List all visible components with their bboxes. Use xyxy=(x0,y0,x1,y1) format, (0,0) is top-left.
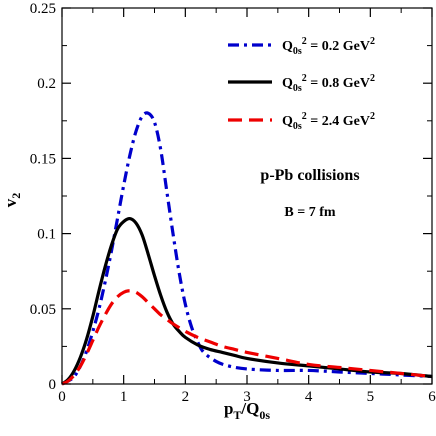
tick-labels-layer: 0 1 2 3 4 5 6 0 0.05 0.1 0.15 0.2 0.25 xyxy=(30,1,436,405)
x-tick-label: 1 xyxy=(120,389,128,405)
y-tick-label: 0.2 xyxy=(37,76,56,92)
y-tick-label: 0.05 xyxy=(30,302,56,318)
series-line-3 xyxy=(61,289,433,386)
ticks-layer xyxy=(61,7,433,385)
x-axis-label-sub1: T xyxy=(233,408,241,422)
series-line-2 xyxy=(61,216,433,386)
legend-label-2: Q0s2 = 0.8 GeV2 xyxy=(282,73,375,94)
x-tick-label: 2 xyxy=(182,389,190,405)
x-axis-label: pT/Q0s xyxy=(224,399,270,422)
y-axis-label-base: v xyxy=(1,198,20,207)
x-axis-label-mid: /Q xyxy=(240,399,259,418)
x-tick-label: 4 xyxy=(305,389,313,405)
series-layer xyxy=(61,111,433,386)
x-tick-label: 6 xyxy=(428,389,436,405)
y-axis-label-sub: 2 xyxy=(9,193,23,199)
series-line-1 xyxy=(61,111,433,386)
annotation-impact-parameter: B = 7 fm xyxy=(284,205,335,220)
legend-label-3: Q0s2 = 2.4 GeV2 xyxy=(282,111,375,132)
legend: Q0s2 = 0.2 GeV2 Q0s2 = 0.8 GeV2 Q0s2 = 2.4… xyxy=(228,36,375,132)
x-tick-label: 5 xyxy=(367,389,375,405)
annotation-collisions: p-Pb collisions xyxy=(260,167,359,184)
svg-text:v2: v2 xyxy=(1,193,23,208)
x-tick-label: 3 xyxy=(243,389,251,405)
legend-label-1: Q0s2 = 0.2 GeV2 xyxy=(282,36,375,57)
x-tick-label: 0 xyxy=(58,389,66,405)
y-tick-label: 0 xyxy=(49,377,57,393)
x-axis-label-base: p xyxy=(224,399,233,418)
y-tick-label: 0.1 xyxy=(37,227,56,243)
y-tick-label: 0.15 xyxy=(30,151,56,167)
plot-frame xyxy=(61,7,433,385)
y-tick-label: 0.25 xyxy=(30,1,56,17)
y-axis-label: v2 xyxy=(1,193,23,208)
x-axis-label-sub2: 0s xyxy=(259,408,270,422)
